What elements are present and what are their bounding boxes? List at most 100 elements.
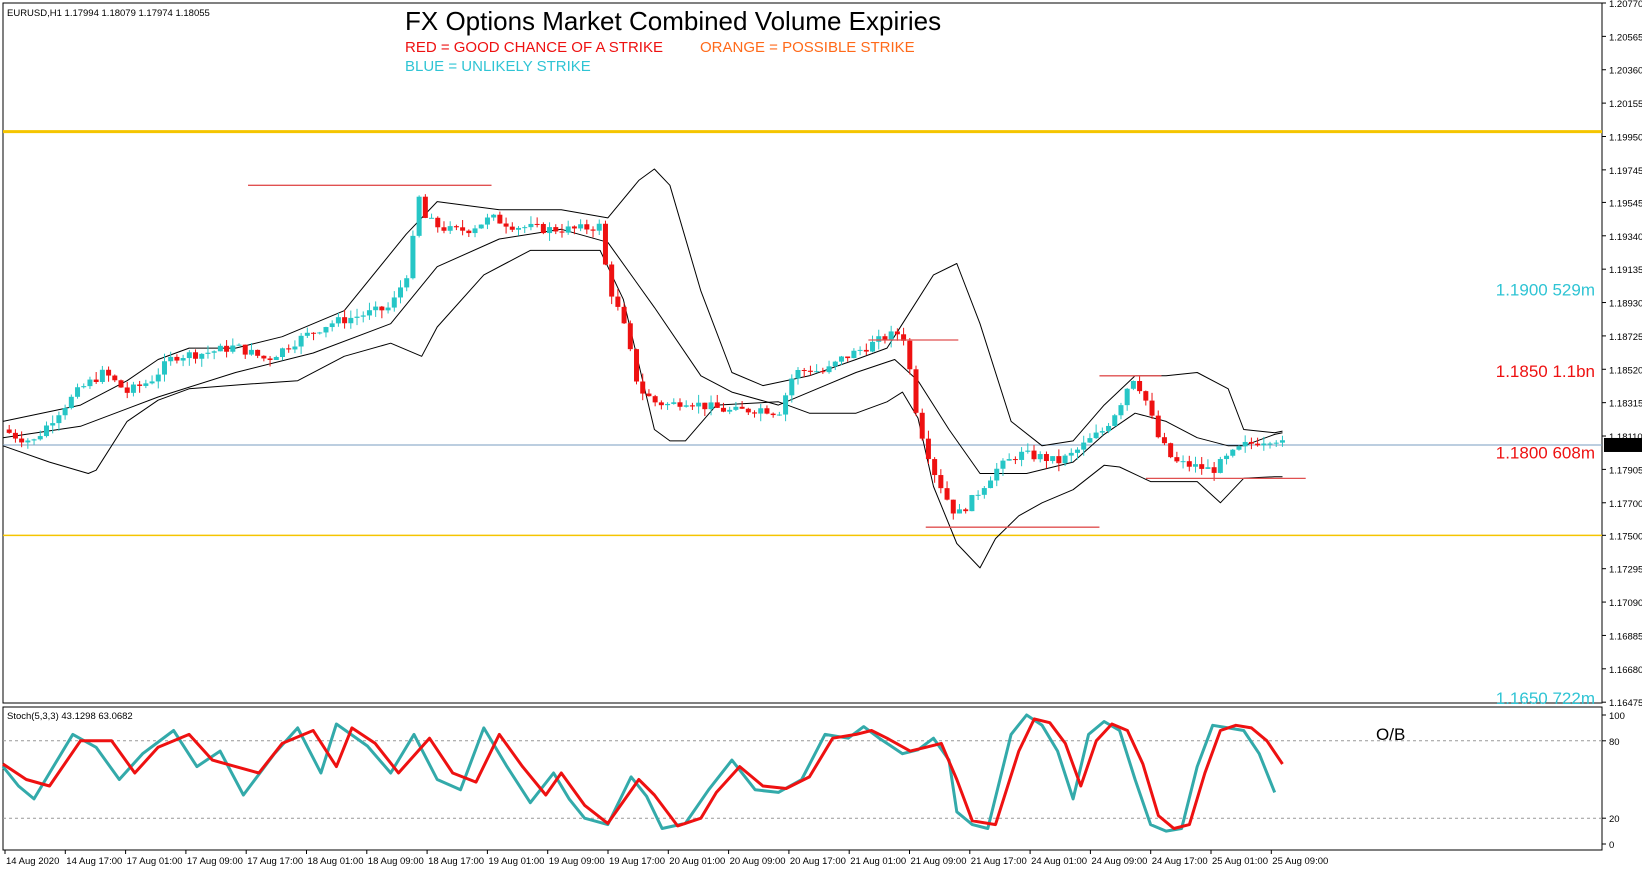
bull-candle [975, 494, 981, 496]
bear-candle [770, 413, 776, 416]
bear-candle [640, 381, 646, 394]
time-tick-label: 24 Aug 09:00 [1091, 856, 1147, 867]
bull-candle [360, 315, 366, 317]
bull-candle [1118, 405, 1124, 416]
legend-blue: BLUE = UNLIKELY STRIKE [405, 58, 591, 75]
bull-candle [578, 224, 584, 229]
bear-candle [1155, 415, 1161, 438]
time-tick-label: 24 Aug 01:00 [1031, 856, 1087, 867]
bull-candle [317, 332, 323, 334]
bull-candle [348, 317, 354, 324]
price-tick-label: 1.19135 [1609, 265, 1642, 276]
stochastic-layer [1, 713, 1602, 833]
bull-candle [1019, 451, 1025, 460]
bull-candle [385, 307, 391, 311]
bear-candle [1031, 450, 1037, 460]
bull-candle [87, 379, 93, 387]
bull-candle [870, 341, 876, 352]
bull-candle [25, 440, 31, 443]
price-tick-label: 1.17295 [1609, 565, 1642, 576]
bull-candle [565, 226, 571, 233]
bull-candle [304, 332, 310, 336]
bear-candle [1056, 456, 1062, 464]
bear-candle [863, 349, 869, 352]
bull-candle [298, 335, 304, 347]
bear-candle [584, 224, 590, 230]
bear-candle [497, 214, 503, 224]
bull-candle [1130, 381, 1136, 389]
bull-candle [994, 468, 1000, 481]
bull-candle [696, 402, 702, 407]
bear-candle [938, 475, 944, 489]
bull-candle [236, 344, 242, 346]
bull-candle [888, 331, 894, 341]
stochastic-axis: 100 80 20 0 [1602, 711, 1625, 851]
bear-candle [342, 317, 348, 324]
bull-candle [665, 403, 671, 406]
bull-candle [205, 352, 211, 354]
bear-candle [6, 429, 12, 433]
bear-candle [242, 344, 248, 355]
bull-candle [1124, 388, 1130, 406]
bull-candle [180, 358, 186, 361]
bear-candle [1255, 443, 1261, 446]
bull-candle [354, 316, 360, 318]
bull-candle [447, 226, 453, 231]
bear-candle [267, 358, 273, 360]
price-tick-label: 1.20565 [1609, 32, 1642, 43]
bull-candle [168, 356, 174, 362]
bear-candle [919, 412, 925, 439]
bull-candle [472, 228, 478, 234]
bull-candle [273, 356, 279, 360]
bear-candle [1143, 391, 1149, 401]
bull-candle [1273, 442, 1279, 444]
bull-candle [826, 366, 832, 373]
bear-candle [739, 406, 745, 409]
chart-title: FX Options Market Combined Volume Expiri… [405, 6, 941, 36]
current-price-label: 1.18055 [1608, 441, 1642, 452]
bull-candle [143, 383, 149, 386]
bear-candle [1186, 461, 1192, 467]
bear-candle [1161, 437, 1167, 444]
bear-candle [534, 223, 540, 225]
bear-candle [950, 499, 956, 514]
bull-candle [981, 488, 987, 495]
price-tick-label: 1.18930 [1609, 299, 1642, 310]
bear-candle [652, 396, 658, 403]
symbol-info: EURUSD,H1 1.17994 1.18079 1.17974 1.1805… [7, 8, 210, 19]
bear-candle [689, 405, 695, 407]
bull-candle [851, 350, 857, 359]
stoch-tick-label: 20 [1609, 814, 1620, 825]
bull-candle [1081, 442, 1087, 450]
bull-candle [404, 278, 410, 288]
bull-candle [391, 297, 397, 308]
price-axis: 1.20770 1.20565 1.20360 1.20155 1.19950 1.197… [1602, 0, 1642, 709]
bull-candle [814, 371, 820, 373]
bull-candle [1279, 440, 1285, 443]
price-tick-label: 1.18725 [1609, 332, 1642, 343]
bear-candle [453, 226, 459, 228]
bull-candle [410, 235, 416, 279]
price-tick-label: 1.18315 [1609, 399, 1642, 410]
bear-candle [422, 196, 428, 218]
bear-candle [901, 334, 907, 341]
bull-candle [1217, 459, 1223, 473]
price-tick-label: 1.17905 [1609, 465, 1642, 476]
bull-candle [1180, 461, 1186, 463]
time-tick-label: 21 Aug 01:00 [850, 856, 906, 867]
bull-candle [217, 345, 223, 352]
stoch-signal-line [2, 717, 1284, 830]
bull-candle [832, 361, 838, 367]
bull-candle [335, 317, 341, 324]
time-tick-label: 17 Aug 17:00 [247, 856, 303, 867]
bull-candle [62, 408, 68, 416]
legend-red: RED = GOOD CHANCE OF A STRIKE [405, 39, 663, 56]
bear-candle [12, 432, 18, 439]
price-tick-label: 1.18110 [1609, 432, 1642, 443]
bull-candle [130, 384, 136, 393]
bear-candle [646, 393, 652, 397]
price-tick-label: 1.20360 [1609, 66, 1642, 77]
bull-candle [758, 408, 764, 414]
bull-candle [186, 352, 192, 359]
time-tick-label: 25 Aug 09:00 [1272, 856, 1328, 867]
